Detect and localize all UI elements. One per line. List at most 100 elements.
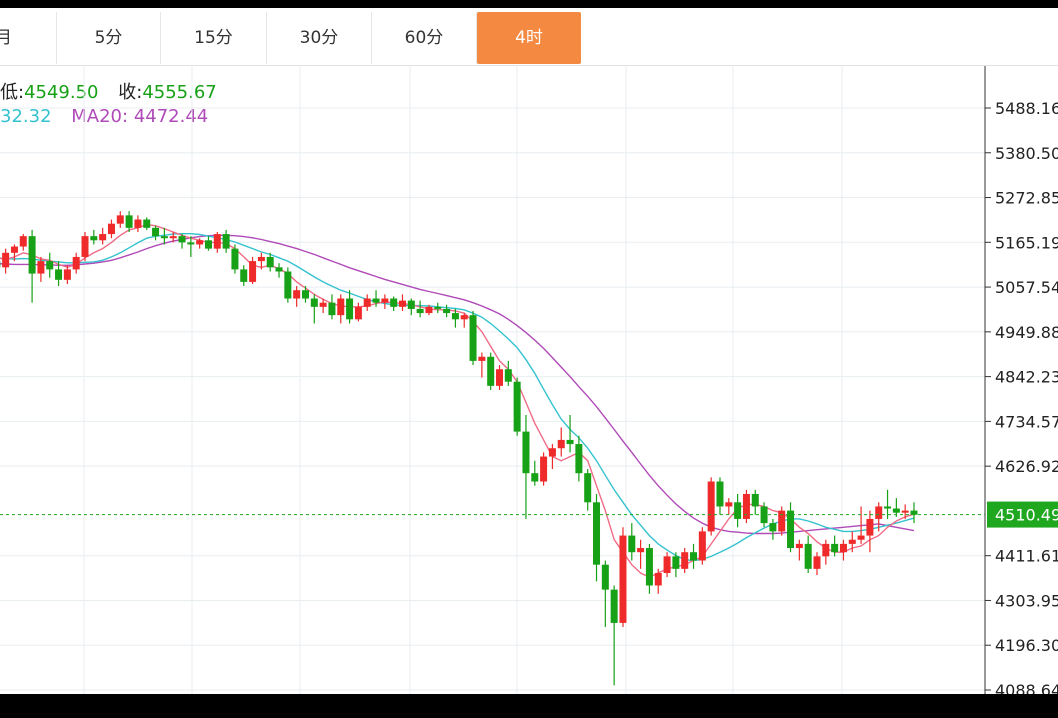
low-value: 4549.50 [24,82,99,103]
tick-label-5: 4949.88 [995,323,1058,342]
tab-5min[interactable]: 5分 [57,12,161,64]
candle-35 [293,286,301,307]
candle-body [663,556,671,573]
candle-14 [107,219,115,239]
candle-30 [249,256,257,284]
candle-body [734,502,742,519]
candle-72 [619,527,627,628]
candle-27 [222,229,230,253]
current-price-marker: 4510.49 [0,501,1058,528]
candle-body [910,510,918,515]
ma10-line [0,233,915,562]
candle-87 [751,489,759,515]
candle-92 [795,539,803,561]
low-label: 低: [0,82,25,103]
candle-body [654,572,662,586]
candle-body [487,356,495,386]
candle-45 [381,294,389,309]
ma10-value: 32.32 [0,106,52,127]
candle-body [628,535,636,553]
candle-body [363,298,371,307]
candle-43 [363,294,371,312]
candle-body [328,302,336,316]
tick-label-2: 5272.85 [995,189,1058,208]
candle-body [81,236,89,257]
candle-21 [169,231,177,243]
candle-68 [584,469,592,511]
candle-body [725,502,733,507]
candle-31 [257,252,265,270]
candle-20 [160,227,168,245]
candle-body [619,535,627,623]
candle-99 [857,506,865,544]
candle-89 [769,518,777,540]
candle-105 [910,502,918,524]
candle-body [90,236,98,241]
candle-body [478,356,486,361]
tab-4hour[interactable]: 4时 [477,12,581,64]
candle-body [875,506,883,519]
candle-body [169,236,177,239]
candle-25 [204,236,212,251]
candle-74 [637,539,645,569]
candle-body [275,267,283,272]
candle-body [398,300,406,307]
candle-12 [90,229,98,245]
candle-body [690,552,698,561]
candle-body [134,219,142,228]
candle-84 [725,498,733,515]
candle-body [240,269,248,282]
candle-body [213,234,221,249]
candle-body [372,298,380,303]
candle-body [698,531,706,561]
candle-10 [72,252,80,274]
candle-51 [434,302,442,314]
candle-body [354,306,362,320]
candle-body [249,261,257,282]
candle-body [787,510,795,549]
candle-body [540,456,548,482]
candle-body [681,552,689,569]
candle-body [266,256,274,268]
tab-15min[interactable]: 15分 [161,12,267,64]
candle-44 [372,290,380,307]
ma20-label: MA20: [71,106,129,127]
candle-body [125,215,133,228]
candle-19 [152,225,160,241]
candle-80 [690,543,698,569]
tab-month[interactable]: 月 [0,12,57,64]
tick-label-4: 5057.54 [995,278,1058,297]
candle-body [831,543,839,553]
tick-label-6: 4842.23 [995,368,1058,387]
candle-body [257,256,265,262]
candle-body [504,369,512,382]
candle-60 [513,377,521,436]
chart-panel: 月 5分 15分 30分 60分 4时 低:4549.50 收:4555.67 … [0,8,1058,694]
candle-body [346,298,354,320]
candle-body [443,308,451,314]
candlestick-chart: 5488.16 5380.50 5272.85 5165.19 5057.54 4949.… [0,66,1058,694]
tick-label-9: 4411.61 [995,547,1058,566]
tab-30min[interactable]: 30分 [267,12,372,64]
candle-28 [231,244,239,274]
candle-53 [451,308,459,328]
candle-96 [831,535,839,557]
candle-100 [866,510,874,553]
candle-body [301,290,309,299]
candle-body [390,298,398,307]
candle-38 [319,298,327,314]
candle-body [284,271,292,299]
candle-79 [681,548,689,573]
ma20-line [0,234,915,535]
candle-body [795,543,803,549]
candle-body [187,242,195,245]
candle-body [310,298,318,307]
candle-body [337,298,345,316]
candle-57 [487,352,495,391]
candle-body [742,493,750,519]
candle-4 [19,234,27,251]
tab-60min[interactable]: 60分 [372,12,477,64]
candle-29 [240,265,248,287]
candle-11 [81,231,89,262]
candle-61 [522,414,530,519]
